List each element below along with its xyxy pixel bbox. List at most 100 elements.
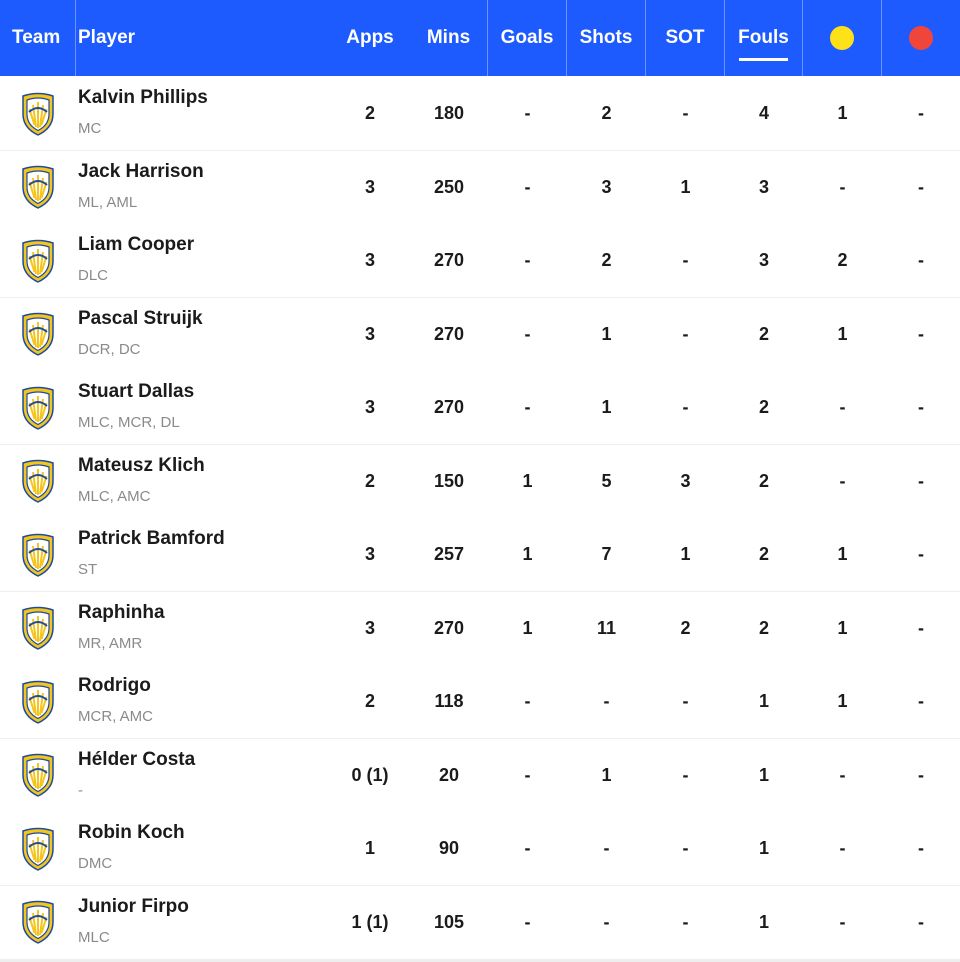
table-row[interactable]: Stuart Dallas MLC, MCR, DL 3 270 - 1 - 2… bbox=[0, 371, 960, 447]
apps-cell: 1 bbox=[364, 838, 375, 858]
team-cell bbox=[0, 592, 76, 665]
player-name[interactable]: Rodrigo bbox=[78, 675, 151, 696]
mins-cell: 118 bbox=[434, 691, 464, 711]
table-row[interactable]: Hélder Costa - 0 (1) 20 - 1 - 1 - - bbox=[0, 738, 960, 815]
fouls-cell: 2 bbox=[758, 617, 769, 638]
table-row[interactable]: Junior Firpo MLC 1 (1) 105 - - - 1 - - bbox=[0, 885, 960, 962]
shots-cell: 1 bbox=[601, 397, 612, 417]
player-positions: MC bbox=[78, 120, 102, 137]
player-name[interactable]: Junior Firpo bbox=[78, 895, 189, 917]
table-row[interactable]: Kalvin Phillips MC 2 180 - 2 - 4 1 - bbox=[0, 77, 960, 153]
team-cell bbox=[0, 812, 76, 885]
table-row[interactable]: Mateusz Klich MLC, AMC 2 150 1 5 3 2 - - bbox=[0, 444, 960, 521]
table-header: Team Player Apps Mins Goals Shots SOT Fo… bbox=[0, 0, 960, 76]
red-cards-cell: - bbox=[918, 397, 924, 417]
active-sort-indicator bbox=[739, 58, 788, 61]
player-name[interactable]: Mateusz Klich bbox=[78, 454, 205, 476]
goals-cell: - bbox=[524, 103, 531, 123]
header-sot-label: SOT bbox=[665, 27, 705, 48]
sot-cell: - bbox=[682, 838, 689, 858]
header-yellow-cards[interactable] bbox=[803, 0, 882, 76]
fouls-cell: 1 bbox=[758, 764, 769, 785]
red-cards-cell: - bbox=[918, 470, 924, 491]
header-player-label: Player bbox=[78, 27, 136, 48]
header-player[interactable]: Player bbox=[76, 0, 330, 76]
player-name[interactable]: Raphinha bbox=[78, 601, 165, 623]
apps-cell: 3 bbox=[364, 323, 375, 344]
table-row[interactable]: Jack Harrison ML, AML 3 250 - 3 1 3 - - bbox=[0, 150, 960, 227]
fouls-cell: 1 bbox=[758, 691, 769, 711]
header-team[interactable]: Team bbox=[0, 0, 76, 76]
player-cell[interactable]: Robin Koch DMC bbox=[78, 812, 328, 885]
fouls-cell: 1 bbox=[758, 838, 769, 858]
table-row[interactable]: Pascal Struijk DCR, DC 3 270 - 1 - 2 1 - bbox=[0, 297, 960, 374]
player-positions: DMC bbox=[78, 855, 113, 872]
player-positions: MCR, AMC bbox=[78, 708, 153, 725]
header-mins-label: Mins bbox=[426, 27, 471, 48]
yellow-cards-cell: - bbox=[839, 470, 846, 491]
goals-cell: - bbox=[524, 250, 531, 270]
header-sot[interactable]: SOT bbox=[646, 0, 725, 76]
red-cards-cell: - bbox=[918, 544, 924, 564]
header-goals[interactable]: Goals bbox=[488, 0, 567, 76]
leeds-united-crest-icon bbox=[22, 827, 54, 871]
player-name[interactable]: Stuart Dallas bbox=[78, 381, 195, 402]
table-row[interactable]: Rodrigo MCR, AMC 2 118 - - - 1 1 - bbox=[0, 665, 960, 741]
table-row[interactable]: Liam Cooper DLC 3 270 - 2 - 3 2 - bbox=[0, 224, 960, 300]
goals-cell: - bbox=[524, 911, 531, 932]
red-cards-cell: - bbox=[918, 176, 924, 197]
shots-cell: 5 bbox=[601, 470, 612, 491]
header-shots[interactable]: Shots bbox=[567, 0, 646, 76]
goals-cell: - bbox=[524, 691, 531, 711]
sot-cell: - bbox=[682, 250, 689, 270]
yellow-cards-cell: - bbox=[839, 911, 846, 932]
table-row[interactable]: Patrick Bamford ST 3 257 1 7 1 2 1 - bbox=[0, 518, 960, 594]
table-row[interactable]: Raphinha MR, AMR 3 270 1 11 2 2 1 - bbox=[0, 591, 960, 668]
table-row[interactable]: Robin Koch DMC 1 90 - - - 1 - - bbox=[0, 812, 960, 888]
apps-cell: 3 bbox=[364, 617, 375, 638]
leeds-united-crest-icon bbox=[22, 239, 54, 283]
goals-cell: - bbox=[524, 764, 531, 785]
leeds-united-crest-icon bbox=[22, 900, 54, 944]
player-name[interactable]: Hélder Costa bbox=[78, 748, 196, 770]
player-name[interactable]: Robin Koch bbox=[78, 822, 185, 843]
player-cell[interactable]: Stuart Dallas MLC, MCR, DL bbox=[78, 371, 328, 444]
player-cell[interactable]: Mateusz Klich MLC, AMC bbox=[78, 445, 328, 518]
header-red-cards[interactable] bbox=[882, 0, 960, 76]
player-cell[interactable]: Junior Firpo MLC bbox=[78, 886, 328, 959]
player-name[interactable]: Pascal Struijk bbox=[78, 307, 203, 329]
player-cell[interactable]: Hélder Costa - bbox=[78, 739, 328, 812]
header-fouls[interactable]: Fouls bbox=[725, 0, 803, 76]
player-cell[interactable]: Pascal Struijk DCR, DC bbox=[78, 298, 328, 371]
yellow-cards-cell: 2 bbox=[837, 250, 848, 270]
red-cards-cell: - bbox=[918, 323, 924, 344]
player-name[interactable]: Kalvin Phillips bbox=[78, 87, 208, 108]
player-name[interactable]: Patrick Bamford bbox=[78, 528, 225, 549]
sot-cell: - bbox=[682, 103, 689, 123]
shots-cell: 3 bbox=[601, 176, 612, 197]
player-cell[interactable]: Rodrigo MCR, AMC bbox=[78, 665, 328, 738]
team-cell bbox=[0, 518, 76, 591]
fouls-cell: 3 bbox=[758, 250, 769, 270]
player-cell[interactable]: Patrick Bamford ST bbox=[78, 518, 328, 591]
mins-cell: 270 bbox=[433, 250, 465, 270]
red-cards-cell: - bbox=[918, 250, 924, 270]
player-name[interactable]: Jack Harrison bbox=[78, 160, 204, 182]
sot-cell: 3 bbox=[680, 470, 691, 491]
player-positions: ST bbox=[78, 561, 98, 578]
goals-cell: 1 bbox=[522, 617, 533, 638]
team-cell bbox=[0, 371, 76, 444]
shots-cell: - bbox=[603, 911, 610, 932]
player-cell[interactable]: Kalvin Phillips MC bbox=[78, 77, 328, 150]
player-cell[interactable]: Liam Cooper DLC bbox=[78, 224, 328, 297]
goals-cell: 1 bbox=[522, 544, 533, 564]
player-name[interactable]: Liam Cooper bbox=[78, 234, 195, 255]
header-mins[interactable]: Mins bbox=[410, 0, 488, 76]
header-apps[interactable]: Apps bbox=[330, 0, 410, 76]
player-cell[interactable]: Raphinha MR, AMR bbox=[78, 592, 328, 665]
apps-cell: 2 bbox=[364, 470, 375, 491]
sot-cell: - bbox=[682, 397, 689, 417]
player-cell[interactable]: Jack Harrison ML, AML bbox=[78, 151, 328, 224]
goals-cell: - bbox=[524, 397, 531, 417]
yellow-cards-cell: 1 bbox=[837, 617, 848, 638]
